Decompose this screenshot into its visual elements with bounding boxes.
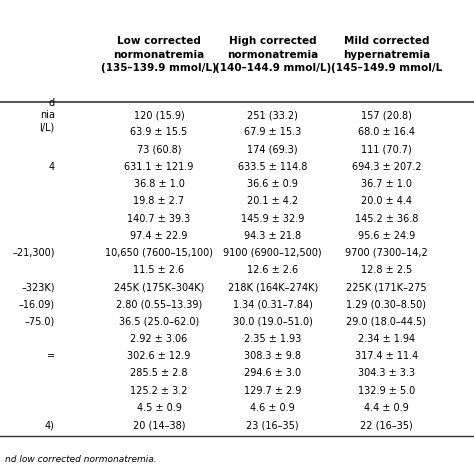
Text: 95.6 ± 24.9: 95.6 ± 24.9 xyxy=(358,231,415,241)
Text: 1.34 (0.31–7.84): 1.34 (0.31–7.84) xyxy=(233,300,312,310)
Text: Low corrected
normonatremia
(135–139.9 mmol/L): Low corrected normonatremia (135–139.9 m… xyxy=(101,36,217,73)
Text: 9100 (6900–12,500): 9100 (6900–12,500) xyxy=(223,248,322,258)
Text: –323K): –323K) xyxy=(21,283,55,292)
Text: d
nia
l/L): d nia l/L) xyxy=(39,98,55,133)
Text: 94.3 ± 21.8: 94.3 ± 21.8 xyxy=(244,231,301,241)
Text: 302.6 ± 12.9: 302.6 ± 12.9 xyxy=(128,351,191,361)
Text: 9700 (7300–14,2: 9700 (7300–14,2 xyxy=(345,248,428,258)
Text: 694.3 ± 207.2: 694.3 ± 207.2 xyxy=(352,162,421,172)
Text: 157 (20.8): 157 (20.8) xyxy=(361,110,412,120)
Text: 1.29 (0.30–8.50): 1.29 (0.30–8.50) xyxy=(346,300,426,310)
Text: 245K (175K–304K): 245K (175K–304K) xyxy=(114,283,204,292)
Text: 29.0 (18.0–44.5): 29.0 (18.0–44.5) xyxy=(346,317,426,327)
Text: 73 (60.8): 73 (60.8) xyxy=(137,145,181,155)
Text: 308.3 ± 9.8: 308.3 ± 9.8 xyxy=(244,351,301,361)
Text: 2.35 ± 1.93: 2.35 ± 1.93 xyxy=(244,334,301,344)
Text: 631.1 ± 121.9: 631.1 ± 121.9 xyxy=(124,162,194,172)
Text: Mild corrected
hypernatremia
(145–149.9 mmol/L: Mild corrected hypernatremia (145–149.9 … xyxy=(331,36,442,73)
Text: 294.6 ± 3.0: 294.6 ± 3.0 xyxy=(244,368,301,378)
Text: 11.5 ± 2.6: 11.5 ± 2.6 xyxy=(133,265,184,275)
Text: 317.4 ± 11.4: 317.4 ± 11.4 xyxy=(355,351,418,361)
Text: 140.7 ± 39.3: 140.7 ± 39.3 xyxy=(128,214,191,224)
Text: 23 (16–35): 23 (16–35) xyxy=(246,420,299,430)
Text: –16.09): –16.09) xyxy=(18,300,55,310)
Text: 132.9 ± 5.0: 132.9 ± 5.0 xyxy=(358,386,415,396)
Text: 125.2 ± 3.2: 125.2 ± 3.2 xyxy=(130,386,188,396)
Text: 36.5 (25.0–62.0): 36.5 (25.0–62.0) xyxy=(119,317,199,327)
Text: 145.9 ± 32.9: 145.9 ± 32.9 xyxy=(241,214,304,224)
Text: 304.3 ± 3.3: 304.3 ± 3.3 xyxy=(358,368,415,378)
Text: 111 (70.7): 111 (70.7) xyxy=(361,145,412,155)
Text: 174 (69.3): 174 (69.3) xyxy=(247,145,298,155)
Text: 20.0 ± 4.4: 20.0 ± 4.4 xyxy=(361,196,412,206)
Text: 145.2 ± 36.8: 145.2 ± 36.8 xyxy=(355,214,418,224)
Text: 30.0 (19.0–51.0): 30.0 (19.0–51.0) xyxy=(233,317,312,327)
Text: 67.9 ± 15.3: 67.9 ± 15.3 xyxy=(244,128,301,137)
Text: 225K (171K–275: 225K (171K–275 xyxy=(346,283,427,292)
Text: 12.8 ± 2.5: 12.8 ± 2.5 xyxy=(361,265,412,275)
Text: 20 (14–38): 20 (14–38) xyxy=(133,420,185,430)
Text: 22 (16–35): 22 (16–35) xyxy=(360,420,413,430)
Text: 218K (164K–274K): 218K (164K–274K) xyxy=(228,283,318,292)
Text: 633.5 ± 114.8: 633.5 ± 114.8 xyxy=(238,162,307,172)
Text: 4.5 ± 0.9: 4.5 ± 0.9 xyxy=(137,403,182,413)
Text: 36.8 ± 1.0: 36.8 ± 1.0 xyxy=(134,179,184,189)
Text: 2.34 ± 1.94: 2.34 ± 1.94 xyxy=(358,334,415,344)
Text: 285.5 ± 2.8: 285.5 ± 2.8 xyxy=(130,368,188,378)
Text: 4.6 ± 0.9: 4.6 ± 0.9 xyxy=(250,403,295,413)
Text: 97.4 ± 22.9: 97.4 ± 22.9 xyxy=(130,231,188,241)
Text: =: = xyxy=(46,351,55,361)
Text: 36.6 ± 0.9: 36.6 ± 0.9 xyxy=(247,179,298,189)
Text: –75.0): –75.0) xyxy=(25,317,55,327)
Text: –21,300): –21,300) xyxy=(12,248,55,258)
Text: 120 (15.9): 120 (15.9) xyxy=(134,110,184,120)
Text: 10,650 (7600–15,100): 10,650 (7600–15,100) xyxy=(105,248,213,258)
Text: High corrected
normonatremia
(140–144.9 mmol/L): High corrected normonatremia (140–144.9 … xyxy=(215,36,331,73)
Text: 2.92 ± 3.06: 2.92 ± 3.06 xyxy=(130,334,188,344)
Text: 251 (33.2): 251 (33.2) xyxy=(247,110,298,120)
Text: 4: 4 xyxy=(49,162,55,172)
Text: 19.8 ± 2.7: 19.8 ± 2.7 xyxy=(133,196,184,206)
Text: 2.80 (0.55–13.39): 2.80 (0.55–13.39) xyxy=(116,300,202,310)
Text: 36.7 ± 1.0: 36.7 ± 1.0 xyxy=(361,179,412,189)
Text: 63.9 ± 15.5: 63.9 ± 15.5 xyxy=(130,128,188,137)
Text: nd low corrected normonatremia.: nd low corrected normonatremia. xyxy=(5,456,156,464)
Text: 4.4 ± 0.9: 4.4 ± 0.9 xyxy=(364,403,409,413)
Text: 68.0 ± 16.4: 68.0 ± 16.4 xyxy=(358,128,415,137)
Text: 20.1 ± 4.2: 20.1 ± 4.2 xyxy=(247,196,298,206)
Text: 12.6 ± 2.6: 12.6 ± 2.6 xyxy=(247,265,298,275)
Text: 129.7 ± 2.9: 129.7 ± 2.9 xyxy=(244,386,301,396)
Text: 4): 4) xyxy=(45,420,55,430)
